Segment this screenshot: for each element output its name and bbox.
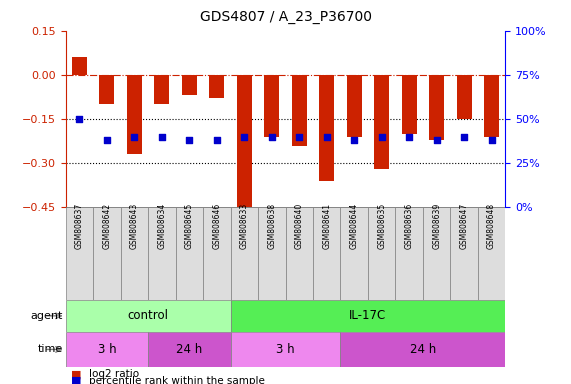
Text: GSM808633: GSM808633 <box>240 203 249 249</box>
Point <box>405 134 414 140</box>
Bar <box>66 300 231 332</box>
Text: GSM808636: GSM808636 <box>405 203 413 249</box>
Bar <box>148 332 231 367</box>
Bar <box>66 207 93 300</box>
Bar <box>237 75 252 216</box>
Bar <box>66 332 148 367</box>
Text: GSM808634: GSM808634 <box>158 203 166 249</box>
Bar <box>429 75 444 140</box>
Text: GSM808635: GSM808635 <box>377 203 386 249</box>
Text: time: time <box>38 344 63 354</box>
Text: GSM808648: GSM808648 <box>487 203 496 249</box>
Text: 3 h: 3 h <box>98 343 116 356</box>
Bar <box>231 332 340 367</box>
Bar <box>286 207 313 300</box>
Text: GSM808647: GSM808647 <box>460 203 469 249</box>
Text: control: control <box>127 310 168 322</box>
Point <box>212 137 222 143</box>
Bar <box>203 207 231 300</box>
Bar <box>451 207 478 300</box>
Bar <box>72 57 87 75</box>
Text: GSM808637: GSM808637 <box>75 203 84 249</box>
Text: GSM808642: GSM808642 <box>102 203 111 249</box>
Bar <box>340 332 505 367</box>
Bar <box>292 75 307 146</box>
Point <box>267 134 276 140</box>
Bar <box>127 75 142 154</box>
Text: GDS4807 / A_23_P36700: GDS4807 / A_23_P36700 <box>199 10 372 23</box>
Point <box>487 137 496 143</box>
Bar <box>347 75 362 137</box>
Bar <box>148 207 176 300</box>
Text: GSM808646: GSM808646 <box>212 203 222 249</box>
Text: agent: agent <box>30 311 63 321</box>
Text: percentile rank within the sample: percentile rank within the sample <box>89 376 264 384</box>
Bar <box>154 75 170 104</box>
Text: GSM808645: GSM808645 <box>185 203 194 249</box>
Text: GSM808644: GSM808644 <box>349 203 359 249</box>
Text: ■: ■ <box>71 376 82 384</box>
Bar <box>423 207 451 300</box>
Bar <box>231 207 258 300</box>
Bar <box>368 207 395 300</box>
Point <box>157 134 166 140</box>
Point <box>75 116 84 122</box>
Text: GSM808638: GSM808638 <box>267 203 276 249</box>
Point <box>240 134 249 140</box>
Point <box>185 137 194 143</box>
Point <box>377 134 386 140</box>
Bar <box>209 75 224 98</box>
Bar <box>231 300 505 332</box>
Bar <box>319 75 334 181</box>
Text: IL-17C: IL-17C <box>349 310 387 322</box>
Point <box>295 134 304 140</box>
Bar <box>484 75 499 137</box>
Point <box>432 137 441 143</box>
Text: 3 h: 3 h <box>276 343 295 356</box>
Bar <box>264 75 279 137</box>
Text: 24 h: 24 h <box>410 343 436 356</box>
Bar <box>258 207 286 300</box>
Text: GSM808643: GSM808643 <box>130 203 139 249</box>
Bar <box>313 207 340 300</box>
Bar <box>176 207 203 300</box>
Bar <box>182 75 197 96</box>
Text: ■: ■ <box>71 369 82 379</box>
Text: 24 h: 24 h <box>176 343 203 356</box>
Bar <box>478 207 505 300</box>
Bar <box>120 207 148 300</box>
Bar <box>374 75 389 169</box>
Point <box>349 137 359 143</box>
Point <box>460 134 469 140</box>
Point <box>130 134 139 140</box>
Text: GSM808639: GSM808639 <box>432 203 441 249</box>
Bar <box>457 75 472 119</box>
Text: log2 ratio: log2 ratio <box>89 369 139 379</box>
Point <box>322 134 331 140</box>
Bar <box>395 207 423 300</box>
Point <box>102 137 111 143</box>
Text: GSM808640: GSM808640 <box>295 203 304 249</box>
Bar <box>93 207 120 300</box>
Bar <box>340 207 368 300</box>
Bar <box>99 75 114 104</box>
Bar <box>401 75 417 134</box>
Text: GSM808641: GSM808641 <box>322 203 331 249</box>
